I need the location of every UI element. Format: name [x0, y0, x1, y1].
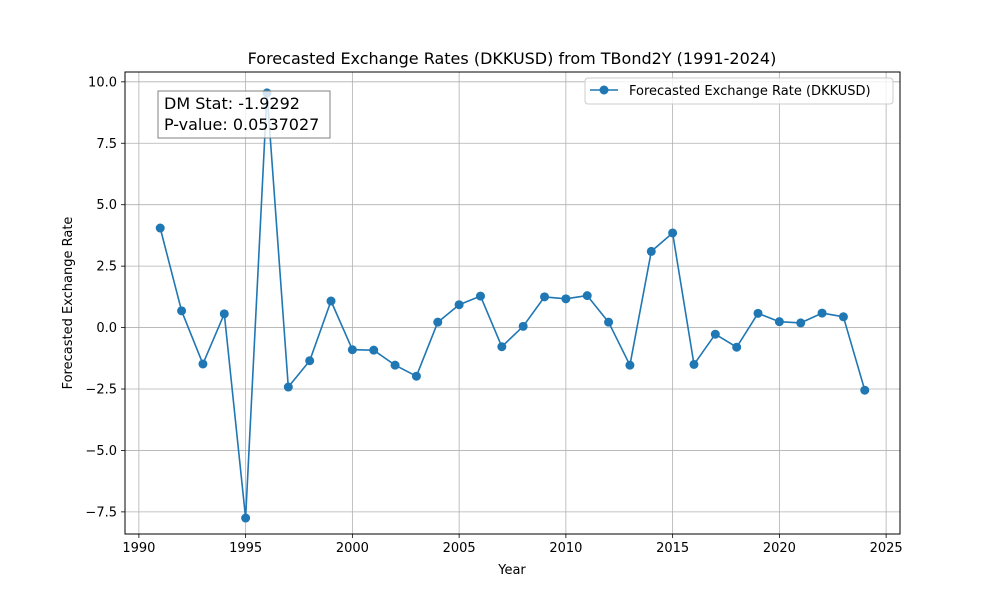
data-point [604, 317, 614, 327]
data-point [219, 309, 229, 319]
y-tick-label: 10.0 [88, 75, 117, 90]
y-tick-label: 7.5 [96, 137, 117, 152]
data-point [283, 382, 293, 392]
x-tick-label: 1990 [122, 541, 155, 556]
y-tick-label: −7.5 [85, 505, 117, 520]
data-point [369, 345, 379, 355]
y-tick-label: −2.5 [85, 383, 117, 398]
y-tick-label: −5.0 [85, 444, 117, 459]
x-tick-label: 2025 [870, 541, 903, 556]
data-point [689, 359, 699, 369]
x-tick-label: 1995 [229, 541, 262, 556]
data-point [497, 342, 507, 352]
grid-lines [125, 72, 900, 534]
data-point [838, 312, 848, 322]
legend: Forecasted Exchange Rate (DKKUSD) [584, 77, 894, 105]
series-line [159, 92, 866, 519]
y-tick-label: 5.0 [96, 198, 117, 213]
x-tick-label: 2000 [336, 541, 369, 556]
x-axis-title: Year [497, 563, 526, 578]
data-point [753, 308, 763, 318]
dm-stat-text: DM Stat: -1.9292 [164, 94, 300, 113]
data-point [198, 359, 208, 369]
data-point [390, 360, 400, 370]
data-series [155, 88, 870, 523]
legend-label: Forecasted Exchange Rate (DKKUSD) [629, 84, 871, 99]
p-value-text: P-value: 0.0537027 [164, 115, 319, 134]
data-point [561, 294, 571, 304]
data-point [774, 317, 784, 327]
data-point [411, 371, 421, 381]
legend-marker-swatch [599, 85, 609, 95]
data-point [710, 329, 720, 339]
data-point [796, 318, 806, 328]
legend-frame [584, 77, 894, 105]
data-point [155, 223, 165, 233]
data-point [582, 291, 592, 301]
data-point [241, 513, 251, 523]
x-tick-label: 2010 [549, 541, 582, 556]
y-axis-title: Forecasted Exchange Rate [61, 217, 76, 390]
x-tick-label: 2005 [443, 541, 476, 556]
data-point [646, 246, 656, 256]
y-tick-label: 0.0 [96, 321, 117, 336]
data-point [326, 296, 336, 306]
data-point [305, 356, 315, 366]
data-point [347, 345, 357, 355]
plot-area-frame [124, 71, 901, 535]
y-tick-label: 2.5 [96, 260, 117, 275]
data-point [732, 342, 742, 352]
data-point [454, 300, 464, 310]
data-point [177, 306, 187, 316]
data-point [540, 292, 550, 302]
data-point [625, 360, 635, 370]
data-point [518, 321, 528, 331]
data-point [668, 228, 678, 238]
data-point [860, 385, 870, 395]
stats-box-frame [157, 90, 331, 139]
x-tick-label: 2020 [763, 541, 796, 556]
data-point [433, 317, 443, 327]
data-point [475, 291, 485, 301]
x-tick-label: 2015 [656, 541, 689, 556]
data-point [817, 308, 827, 318]
axis-ticks: 1990 1995 2000 2005 2010 2015 2020 2025 −7.5 −5.0… [85, 75, 902, 556]
chart-title: Forecasted Exchange Rates (DKKUSD) from … [248, 49, 777, 68]
stats-annotation-box: DM Stat: -1.9292 P-value: 0.0537027 [157, 90, 331, 139]
